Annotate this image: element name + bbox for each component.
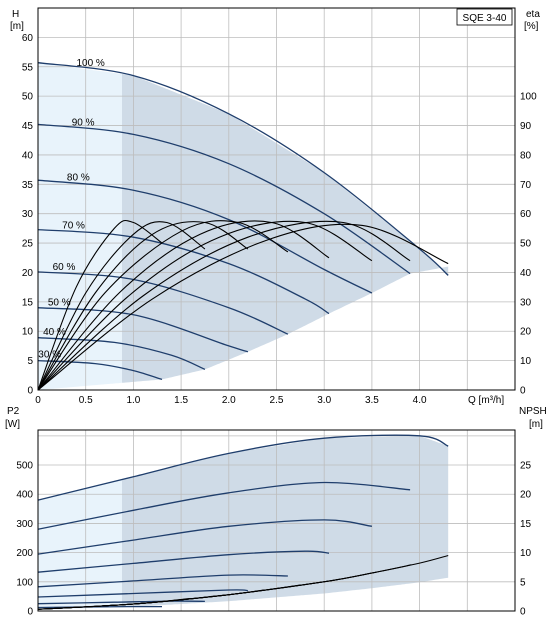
power-plot-frame <box>37 429 516 612</box>
speed-curve-100 <box>37 62 449 276</box>
speed-curve-40 <box>37 337 206 370</box>
y-axis-unit: [m] <box>10 21 24 32</box>
eta-tick-label: 10 <box>520 356 532 367</box>
x-tick-label: 3.5 <box>365 395 379 406</box>
p2-axis-unit: [W] <box>5 419 20 430</box>
speed-label: 30 % <box>38 349 61 360</box>
eta-tick-label: 90 <box>520 121 532 132</box>
power-curve <box>37 574 288 588</box>
p2-tick-label: 300 <box>16 519 33 530</box>
eta-tick-label: 0 <box>520 386 526 397</box>
efficiency-curve <box>37 220 411 391</box>
efficiency-curve <box>37 221 206 391</box>
eta-axis-title: eta <box>526 9 540 20</box>
p2-tick-label: 200 <box>16 548 33 559</box>
x-tick-label: 1.5 <box>174 395 188 406</box>
npsh-tick-label: 20 <box>520 490 532 501</box>
p2-tick-label: 100 <box>16 577 33 588</box>
npsh-axis-title: NPSH <box>519 406 547 417</box>
p2-tick-label: 0 <box>27 607 33 618</box>
efficiency-curve <box>37 219 163 391</box>
power-curve <box>37 589 248 598</box>
efficiency-curve <box>37 220 330 391</box>
x-axis-label: Q [m³/h] <box>468 395 504 406</box>
efficiency-curve <box>37 220 373 391</box>
npsh-tick-label: 5 <box>520 577 526 588</box>
y-tick-label: 25 <box>22 239 34 250</box>
npsh-tick-label: 15 <box>520 519 532 530</box>
power-curve <box>37 550 330 573</box>
y-axis-title: H <box>12 9 19 20</box>
efficiency-curve <box>37 221 249 391</box>
npsh-axis-unit: [m] <box>529 419 543 430</box>
y-tick-label: 45 <box>22 121 34 132</box>
p2-tick-label: 500 <box>16 461 33 472</box>
speed-curve-80 <box>37 179 373 294</box>
x-tick-label: 3.0 <box>317 395 331 406</box>
x-tick-label: 1.0 <box>126 395 140 406</box>
power-curve <box>37 600 205 605</box>
speed-label: 100 % <box>76 58 104 69</box>
y-tick-label: 30 <box>22 209 34 220</box>
x-tick-label: 2.0 <box>222 395 236 406</box>
x-tick-label: 4.0 <box>413 395 427 406</box>
p2-tick-label: 400 <box>16 490 33 501</box>
model-label-box: SQE 3-40 <box>456 8 513 26</box>
speed-curve-60 <box>37 271 289 335</box>
eta-tick-label: 20 <box>520 327 532 338</box>
speed-curve-50 <box>37 307 249 353</box>
efficiency-curve <box>37 220 289 391</box>
head-plot-frame <box>37 7 516 391</box>
speed-label: 80 % <box>67 173 90 184</box>
p2-axis-title: P2 <box>7 406 20 417</box>
y-tick-label: 20 <box>22 268 34 279</box>
model-label: SQE 3-40 <box>463 13 507 24</box>
y-tick-label: 50 <box>22 92 34 103</box>
npsh-tick-label: 25 <box>520 461 532 472</box>
power-chart: 0 100 200 300 400 500 0 5 10 15 20 25 P2 [W] NPSH [m] <box>5 406 547 618</box>
power-curve <box>37 481 411 530</box>
y-tick-label: 15 <box>22 297 34 308</box>
power-curve <box>37 434 449 501</box>
speed-label: 60 % <box>53 262 76 273</box>
eta-axis-unit: [%] <box>524 21 539 32</box>
speed-label: 90 % <box>72 117 95 128</box>
y-tick-label: 10 <box>22 327 34 338</box>
y-tick-label: 55 <box>22 62 34 73</box>
y-tick-label: 40 <box>22 150 34 161</box>
head-chart: 100 % 90 % 80 % 70 % 60 % 50 % 40 % 30 % SQE 3-4… <box>10 7 540 406</box>
speed-curve-70 <box>37 228 330 315</box>
head-region-dark <box>122 74 449 383</box>
speed-label: 70 % <box>62 221 85 232</box>
x-tick-label: 0 <box>35 395 41 406</box>
speed-label: 50 % <box>48 297 71 308</box>
eta-tick-label: 40 <box>520 268 532 279</box>
eta-tick-label: 50 <box>520 239 532 250</box>
power-curve <box>37 605 162 609</box>
eta-tick-label: 100 <box>520 92 537 103</box>
y-tick-label: 60 <box>22 33 34 44</box>
npsh-curve <box>37 598 190 610</box>
npsh-tick-label: 10 <box>520 548 532 559</box>
eta-tick-label: 80 <box>520 150 532 161</box>
eta-tick-label: 60 <box>520 209 532 220</box>
speed-label: 40 % <box>43 327 66 338</box>
power-region-light <box>38 479 122 610</box>
model-label-frame <box>456 8 513 26</box>
efficiency-curve <box>37 223 449 391</box>
power-curve <box>37 519 372 555</box>
eta-tick-label: 30 <box>520 297 532 308</box>
x-tick-label: 2.5 <box>270 395 284 406</box>
y-tick-label: 5 <box>27 356 33 367</box>
y-tick-label: 35 <box>22 180 34 191</box>
eta-tick-label: 70 <box>520 180 532 191</box>
npsh-tick-label: 0 <box>520 607 526 618</box>
y-tick-label: 0 <box>27 386 33 397</box>
speed-curve-90 <box>37 123 411 275</box>
x-tick-label: 0.5 <box>79 395 93 406</box>
